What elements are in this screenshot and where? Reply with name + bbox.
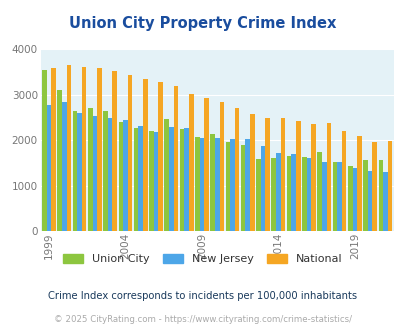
Bar [214, 138, 219, 231]
Bar [249, 114, 254, 231]
Bar [275, 153, 280, 231]
Text: Crime Index corresponds to incidents per 100,000 inhabitants: Crime Index corresponds to incidents per… [48, 291, 357, 301]
Bar [66, 65, 71, 231]
Bar [204, 98, 208, 231]
Bar [356, 136, 361, 231]
Bar [82, 67, 86, 231]
Bar [158, 82, 162, 231]
Bar [88, 109, 92, 231]
Bar [291, 154, 295, 231]
Bar [245, 139, 249, 231]
Legend: Union City, New Jersey, National: Union City, New Jersey, National [61, 252, 344, 267]
Bar [168, 127, 173, 231]
Bar [118, 122, 123, 231]
Text: © 2025 CityRating.com - https://www.cityrating.com/crime-statistics/: © 2025 CityRating.com - https://www.city… [54, 315, 351, 324]
Bar [194, 137, 199, 231]
Bar [286, 156, 291, 231]
Bar [42, 70, 47, 231]
Bar [219, 102, 224, 231]
Bar [256, 159, 260, 231]
Bar [103, 111, 108, 231]
Bar [260, 146, 265, 231]
Text: Union City Property Crime Index: Union City Property Crime Index [69, 16, 336, 31]
Bar [382, 172, 387, 231]
Bar [240, 145, 245, 231]
Bar [188, 94, 193, 231]
Bar [234, 108, 239, 231]
Bar [179, 129, 184, 231]
Bar [92, 116, 97, 231]
Bar [230, 139, 234, 231]
Bar [377, 160, 382, 231]
Bar [62, 102, 66, 231]
Bar [387, 141, 391, 231]
Bar [352, 168, 356, 231]
Bar [77, 114, 82, 231]
Bar [306, 158, 311, 231]
Bar [210, 134, 214, 231]
Bar [280, 118, 285, 231]
Bar [149, 131, 153, 231]
Bar [347, 166, 352, 231]
Bar [271, 158, 275, 231]
Bar [164, 119, 168, 231]
Bar [72, 111, 77, 231]
Bar [337, 162, 341, 231]
Bar [128, 75, 132, 231]
Bar [112, 71, 117, 231]
Bar [108, 118, 112, 231]
Bar [367, 171, 371, 231]
Bar [173, 86, 178, 231]
Bar [311, 124, 315, 231]
Bar [138, 126, 143, 231]
Bar [134, 127, 138, 231]
Bar [184, 128, 188, 231]
Bar [199, 138, 204, 231]
Bar [317, 152, 321, 231]
Bar [153, 132, 158, 231]
Bar [371, 142, 376, 231]
Bar [143, 80, 147, 231]
Bar [47, 105, 51, 231]
Bar [225, 142, 230, 231]
Bar [332, 162, 337, 231]
Bar [362, 160, 367, 231]
Bar [321, 162, 326, 231]
Bar [265, 118, 269, 231]
Bar [341, 131, 345, 231]
Bar [123, 120, 128, 231]
Bar [57, 90, 62, 231]
Bar [51, 68, 56, 231]
Bar [301, 156, 306, 231]
Bar [326, 123, 330, 231]
Bar [97, 68, 102, 231]
Bar [295, 121, 300, 231]
